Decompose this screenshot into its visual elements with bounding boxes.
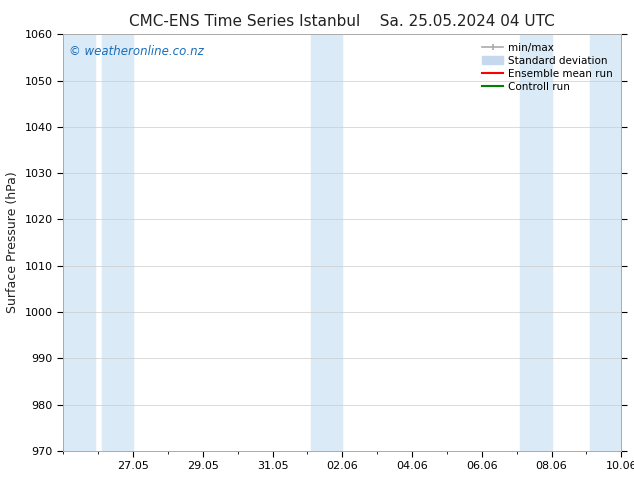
Y-axis label: Surface Pressure (hPa): Surface Pressure (hPa): [6, 172, 19, 314]
Bar: [63, 34, 95, 451]
Legend: min/max, Standard deviation, Ensemble mean run, Controll run: min/max, Standard deviation, Ensemble me…: [479, 40, 616, 95]
Bar: [590, 34, 621, 451]
Bar: [520, 34, 552, 451]
Text: © weatheronline.co.nz: © weatheronline.co.nz: [69, 45, 204, 58]
Title: CMC-ENS Time Series Istanbul    Sa. 25.05.2024 04 UTC: CMC-ENS Time Series Istanbul Sa. 25.05.2…: [129, 14, 555, 29]
Bar: [311, 34, 342, 451]
Bar: [101, 34, 133, 451]
